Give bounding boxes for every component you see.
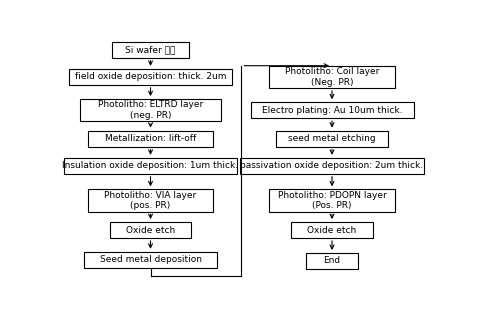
FancyBboxPatch shape <box>240 158 424 174</box>
FancyBboxPatch shape <box>276 131 388 147</box>
FancyBboxPatch shape <box>306 253 358 269</box>
Text: Electro plating: Au 10um thick.: Electro plating: Au 10um thick. <box>262 106 402 115</box>
FancyBboxPatch shape <box>291 222 373 238</box>
Text: Photolitho: Coil layer
(Neg. PR): Photolitho: Coil layer (Neg. PR) <box>285 67 379 87</box>
FancyBboxPatch shape <box>69 69 232 85</box>
Text: seed metal etching: seed metal etching <box>288 134 376 143</box>
FancyBboxPatch shape <box>269 66 395 88</box>
FancyBboxPatch shape <box>80 99 221 121</box>
Text: Insulation oxide deposition: 1um thick.: Insulation oxide deposition: 1um thick. <box>63 161 239 170</box>
FancyBboxPatch shape <box>110 222 191 238</box>
Text: Photolitho: PDOPN layer
(Pos. PR): Photolitho: PDOPN layer (Pos. PR) <box>278 191 386 210</box>
Text: Photolitho: ELTRD layer
(neg. PR): Photolitho: ELTRD layer (neg. PR) <box>98 100 203 120</box>
FancyBboxPatch shape <box>87 131 214 147</box>
FancyBboxPatch shape <box>111 42 189 58</box>
FancyBboxPatch shape <box>65 158 237 174</box>
Text: passivation oxide deposition: 2um thick.: passivation oxide deposition: 2um thick. <box>240 161 424 170</box>
Text: Seed metal deposition: Seed metal deposition <box>99 255 202 264</box>
FancyBboxPatch shape <box>250 102 413 118</box>
Text: Metallization: lift-off: Metallization: lift-off <box>105 134 196 143</box>
Text: Photolitho: VIA layer
(pos. PR): Photolitho: VIA layer (pos. PR) <box>104 191 196 210</box>
FancyBboxPatch shape <box>84 252 217 268</box>
FancyBboxPatch shape <box>87 189 214 212</box>
Text: Oxide etch: Oxide etch <box>307 226 357 235</box>
Text: field oxide deposition: thick. 2um: field oxide deposition: thick. 2um <box>75 72 226 81</box>
FancyBboxPatch shape <box>269 189 395 212</box>
Text: End: End <box>324 256 341 265</box>
Text: Oxide etch: Oxide etch <box>126 226 175 235</box>
Text: Si wafer 준비: Si wafer 준비 <box>125 45 176 54</box>
